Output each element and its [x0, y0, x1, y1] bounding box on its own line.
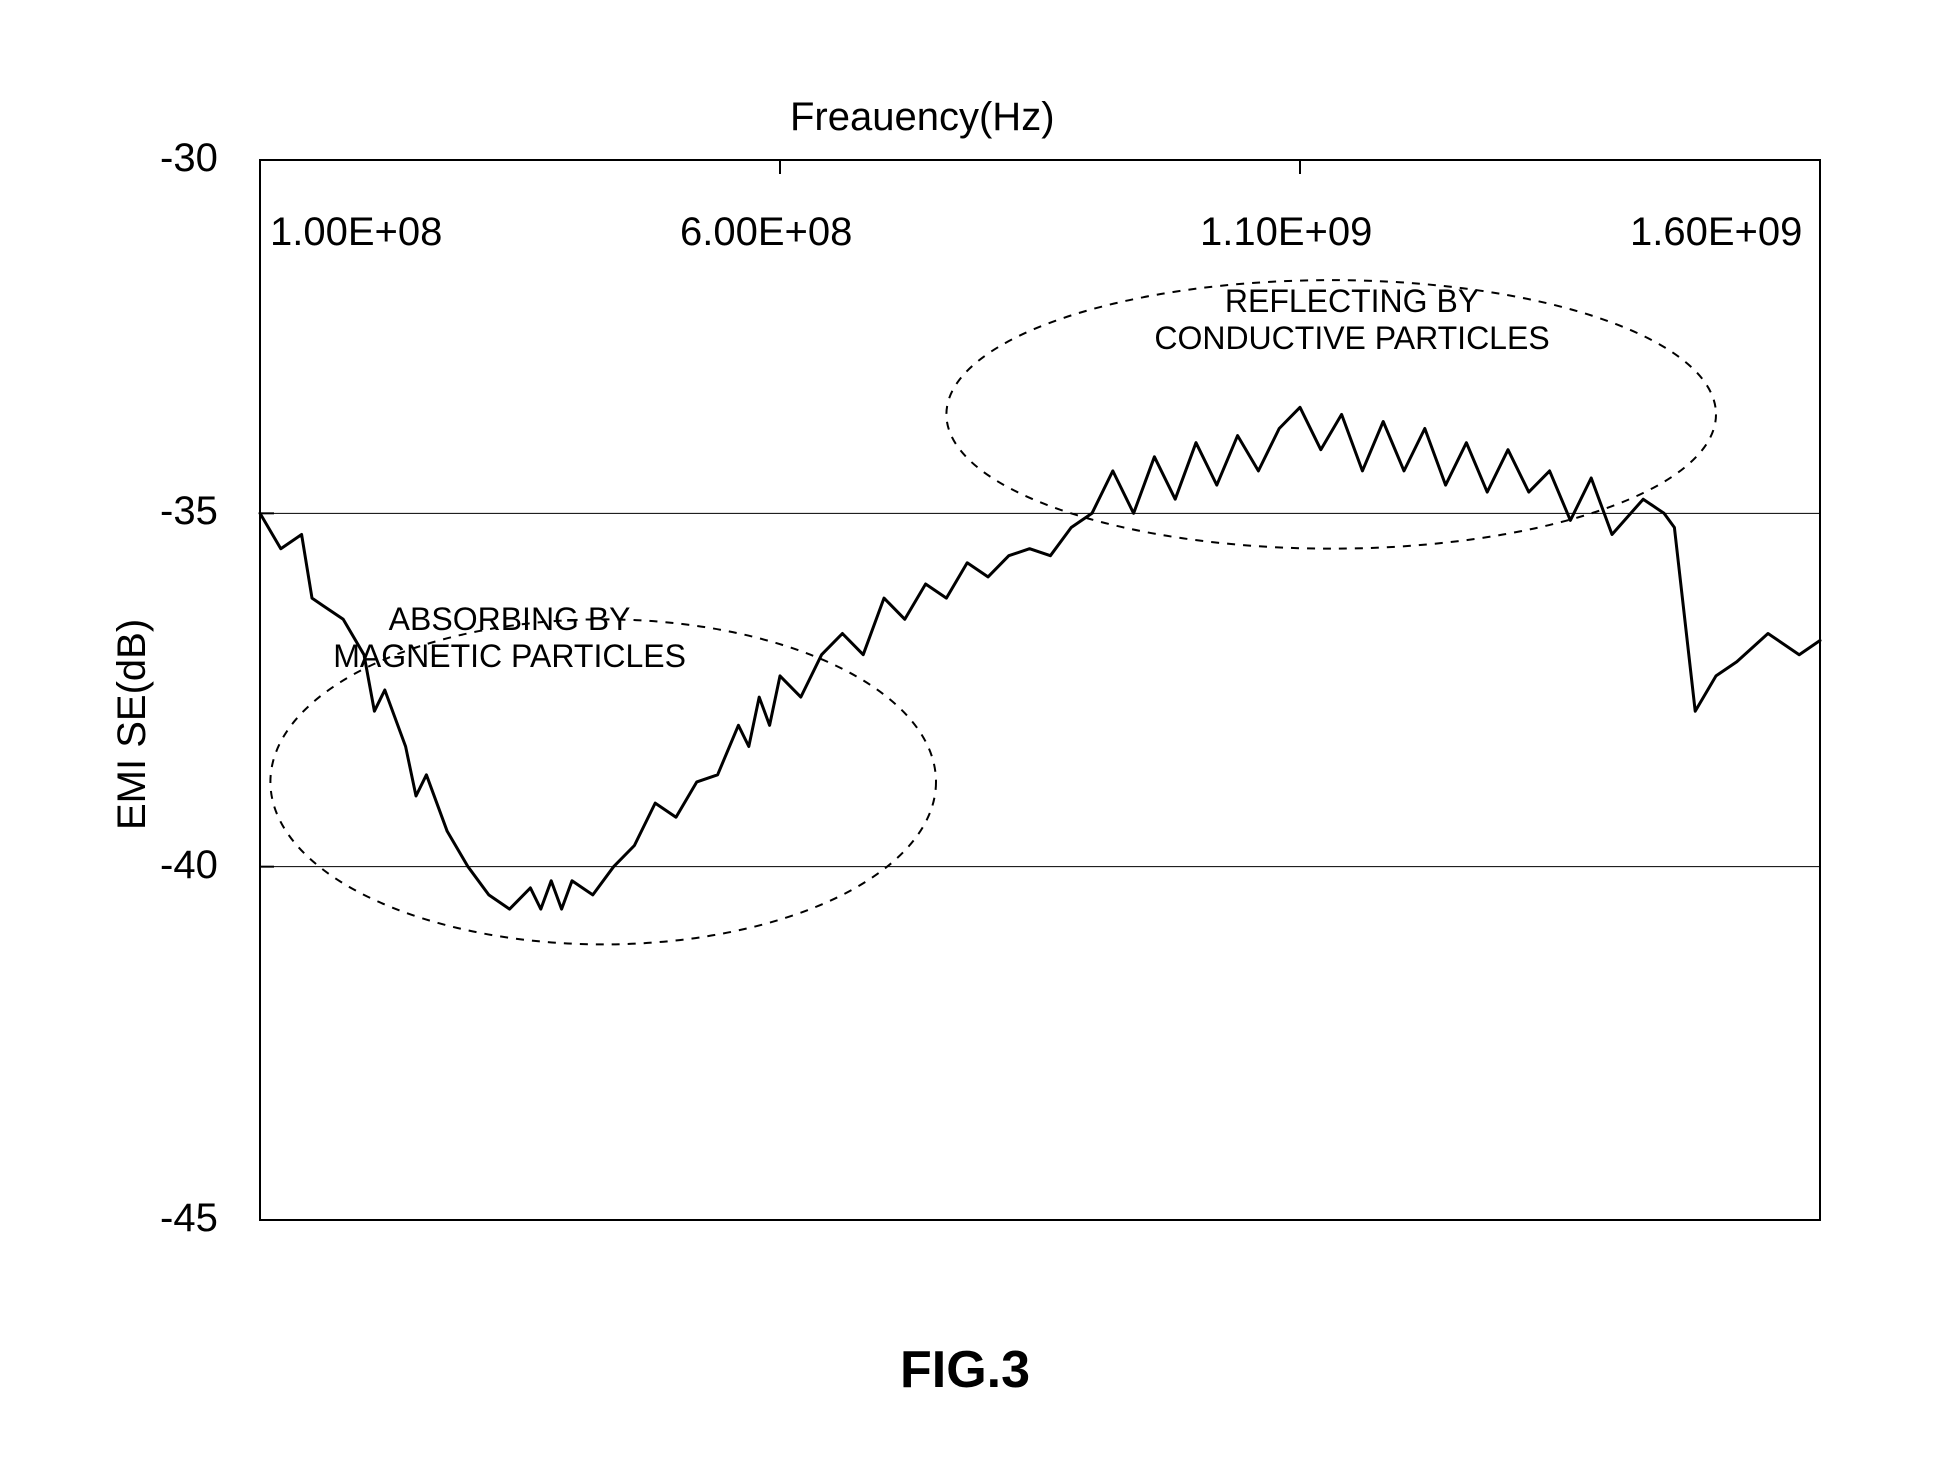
- chart-annotation: ABSORBING BY MAGNETIC PARTICLES: [310, 601, 710, 675]
- figure-caption: FIG.3: [900, 1340, 1030, 1400]
- figure-container: Freauency(Hz) EMI SE(dB) FIG.3 1.00E+086…: [0, 0, 1953, 1476]
- x-tick-label: 1.60E+09: [1630, 210, 1802, 255]
- x-tick-label: 1.10E+09: [1200, 210, 1372, 255]
- x-tick-label: 1.00E+08: [270, 210, 442, 255]
- chart-annotation: REFLECTING BY CONDUCTIVE PARTICLES: [1152, 283, 1552, 357]
- x-tick-label: 6.00E+08: [680, 210, 852, 255]
- y-tick-label: -30: [160, 136, 218, 181]
- y-tick-label: -35: [160, 489, 218, 534]
- y-tick-label: -40: [160, 843, 218, 888]
- y-tick-label: -45: [160, 1196, 218, 1241]
